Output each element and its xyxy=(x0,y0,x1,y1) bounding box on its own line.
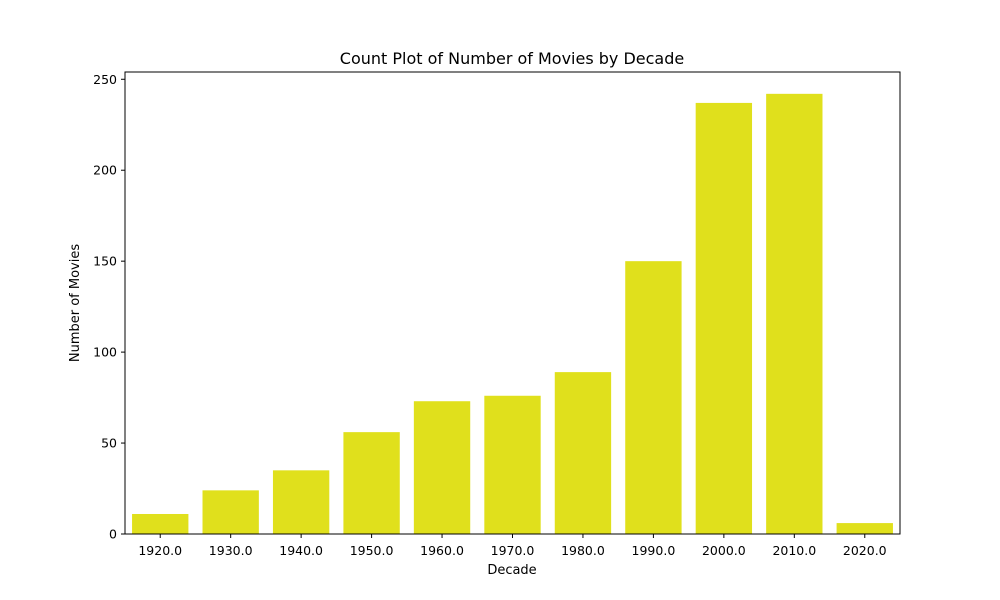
x-tick-label: 1920.0 xyxy=(138,543,182,558)
x-axis: 1920.0 1930.0 1940.0 1950.0 1960.0 1970.0 1980… xyxy=(138,534,887,558)
bar-1980.0 xyxy=(554,372,612,534)
y-tick-label: 150 xyxy=(93,254,117,269)
bar-1940.0 xyxy=(272,470,330,534)
x-tick-label: 1940.0 xyxy=(279,543,323,558)
x-tick-label: 1980.0 xyxy=(561,543,605,558)
x-tick-label: 1960.0 xyxy=(420,543,464,558)
x-tick-label: 2010.0 xyxy=(772,543,816,558)
y-tick-label: 100 xyxy=(93,345,117,360)
y-tick-label: 50 xyxy=(101,436,117,451)
bar-1970.0 xyxy=(484,395,541,534)
y-tick-label: 0 xyxy=(109,527,117,542)
chart-title: Count Plot of Number of Movies by Decade xyxy=(340,49,684,68)
bars-group xyxy=(132,93,893,535)
x-axis-label: Decade xyxy=(487,563,536,578)
bar-1960.0 xyxy=(413,401,471,534)
x-tick-label: 1930.0 xyxy=(209,543,253,558)
y-tick-label: 250 xyxy=(93,72,117,87)
x-tick-label: 2020.0 xyxy=(843,543,887,558)
x-tick-label: 2000.0 xyxy=(702,543,746,558)
bar-1930.0 xyxy=(202,490,259,534)
bar-1920.0 xyxy=(132,513,189,534)
x-tick-label: 1990.0 xyxy=(632,543,676,558)
x-tick-label: 1950.0 xyxy=(350,543,394,558)
y-tick-label: 200 xyxy=(93,163,117,178)
bar-1990.0 xyxy=(625,261,682,534)
bar-2020.0 xyxy=(836,523,893,534)
y-axis-label: Number of Movies xyxy=(68,244,83,362)
bar-1950.0 xyxy=(343,432,400,534)
x-tick-label: 1970.0 xyxy=(491,543,535,558)
bar-2010.0 xyxy=(766,93,823,534)
y-axis: 0 50 100 150 200 250 xyxy=(93,72,125,542)
bar-2000.0 xyxy=(695,102,753,535)
